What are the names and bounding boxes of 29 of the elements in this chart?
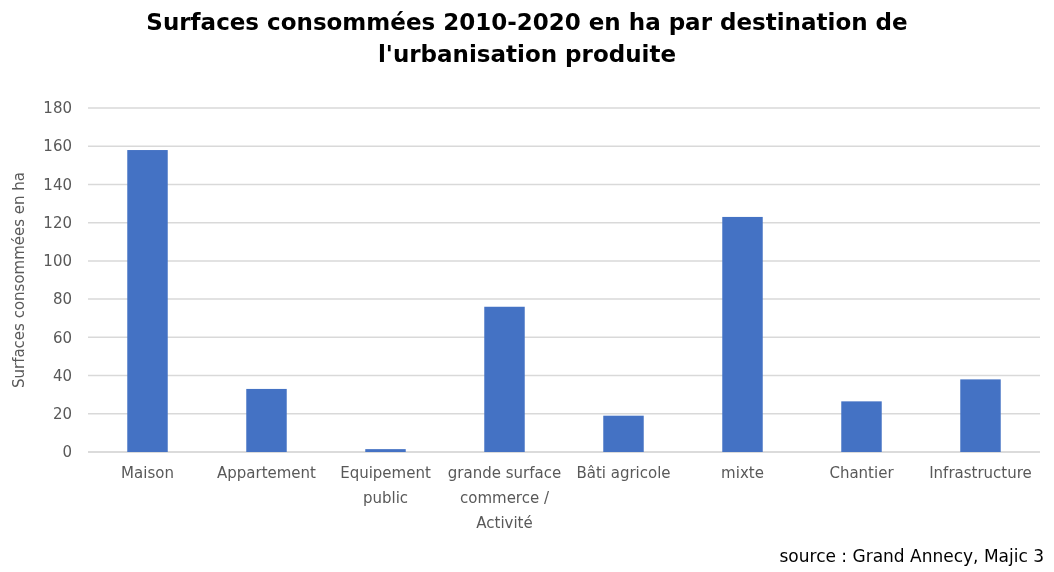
- x-tick-label: Equipement public: [340, 464, 431, 507]
- y-tick-label: 20: [52, 405, 72, 424]
- y-tick-label: 100: [43, 252, 72, 271]
- x-tick-label: Infrastructure: [929, 464, 1032, 482]
- x-tick-label: grande surface commerce / Activité: [447, 464, 562, 532]
- x-tick-label: Chantier: [829, 464, 895, 482]
- y-tick-label: 140: [43, 175, 72, 194]
- y-tick-label: 120: [43, 213, 72, 232]
- x-tick-label: Appartement: [216, 464, 317, 482]
- bar: [246, 388, 287, 452]
- bar: [960, 379, 1001, 452]
- bar: [127, 150, 168, 452]
- y-tick-label: 40: [52, 366, 72, 385]
- y-tick-label: 60: [52, 328, 72, 347]
- bar: [484, 306, 525, 452]
- bar: [722, 216, 763, 452]
- y-tick-label: 0: [62, 443, 72, 462]
- source-note: source : Grand Annecy, Majic 3: [779, 546, 1044, 566]
- y-tick-label: 160: [43, 137, 72, 156]
- bar: [841, 401, 882, 452]
- bar: [603, 415, 644, 452]
- y-tick-label: 180: [43, 99, 72, 118]
- bar: [365, 449, 406, 452]
- x-tick-label: Bâti agricole: [576, 464, 671, 482]
- x-tick-label: mixte: [721, 464, 764, 482]
- y-tick-label: 80: [52, 290, 72, 309]
- x-tick-label: Maison: [121, 464, 174, 482]
- y-axis-title: Surfaces consommées en ha: [10, 171, 28, 389]
- chart-title: Surfaces consommées 2010-2020 en ha par destination de l'urbanisation produite: [146, 9, 908, 67]
